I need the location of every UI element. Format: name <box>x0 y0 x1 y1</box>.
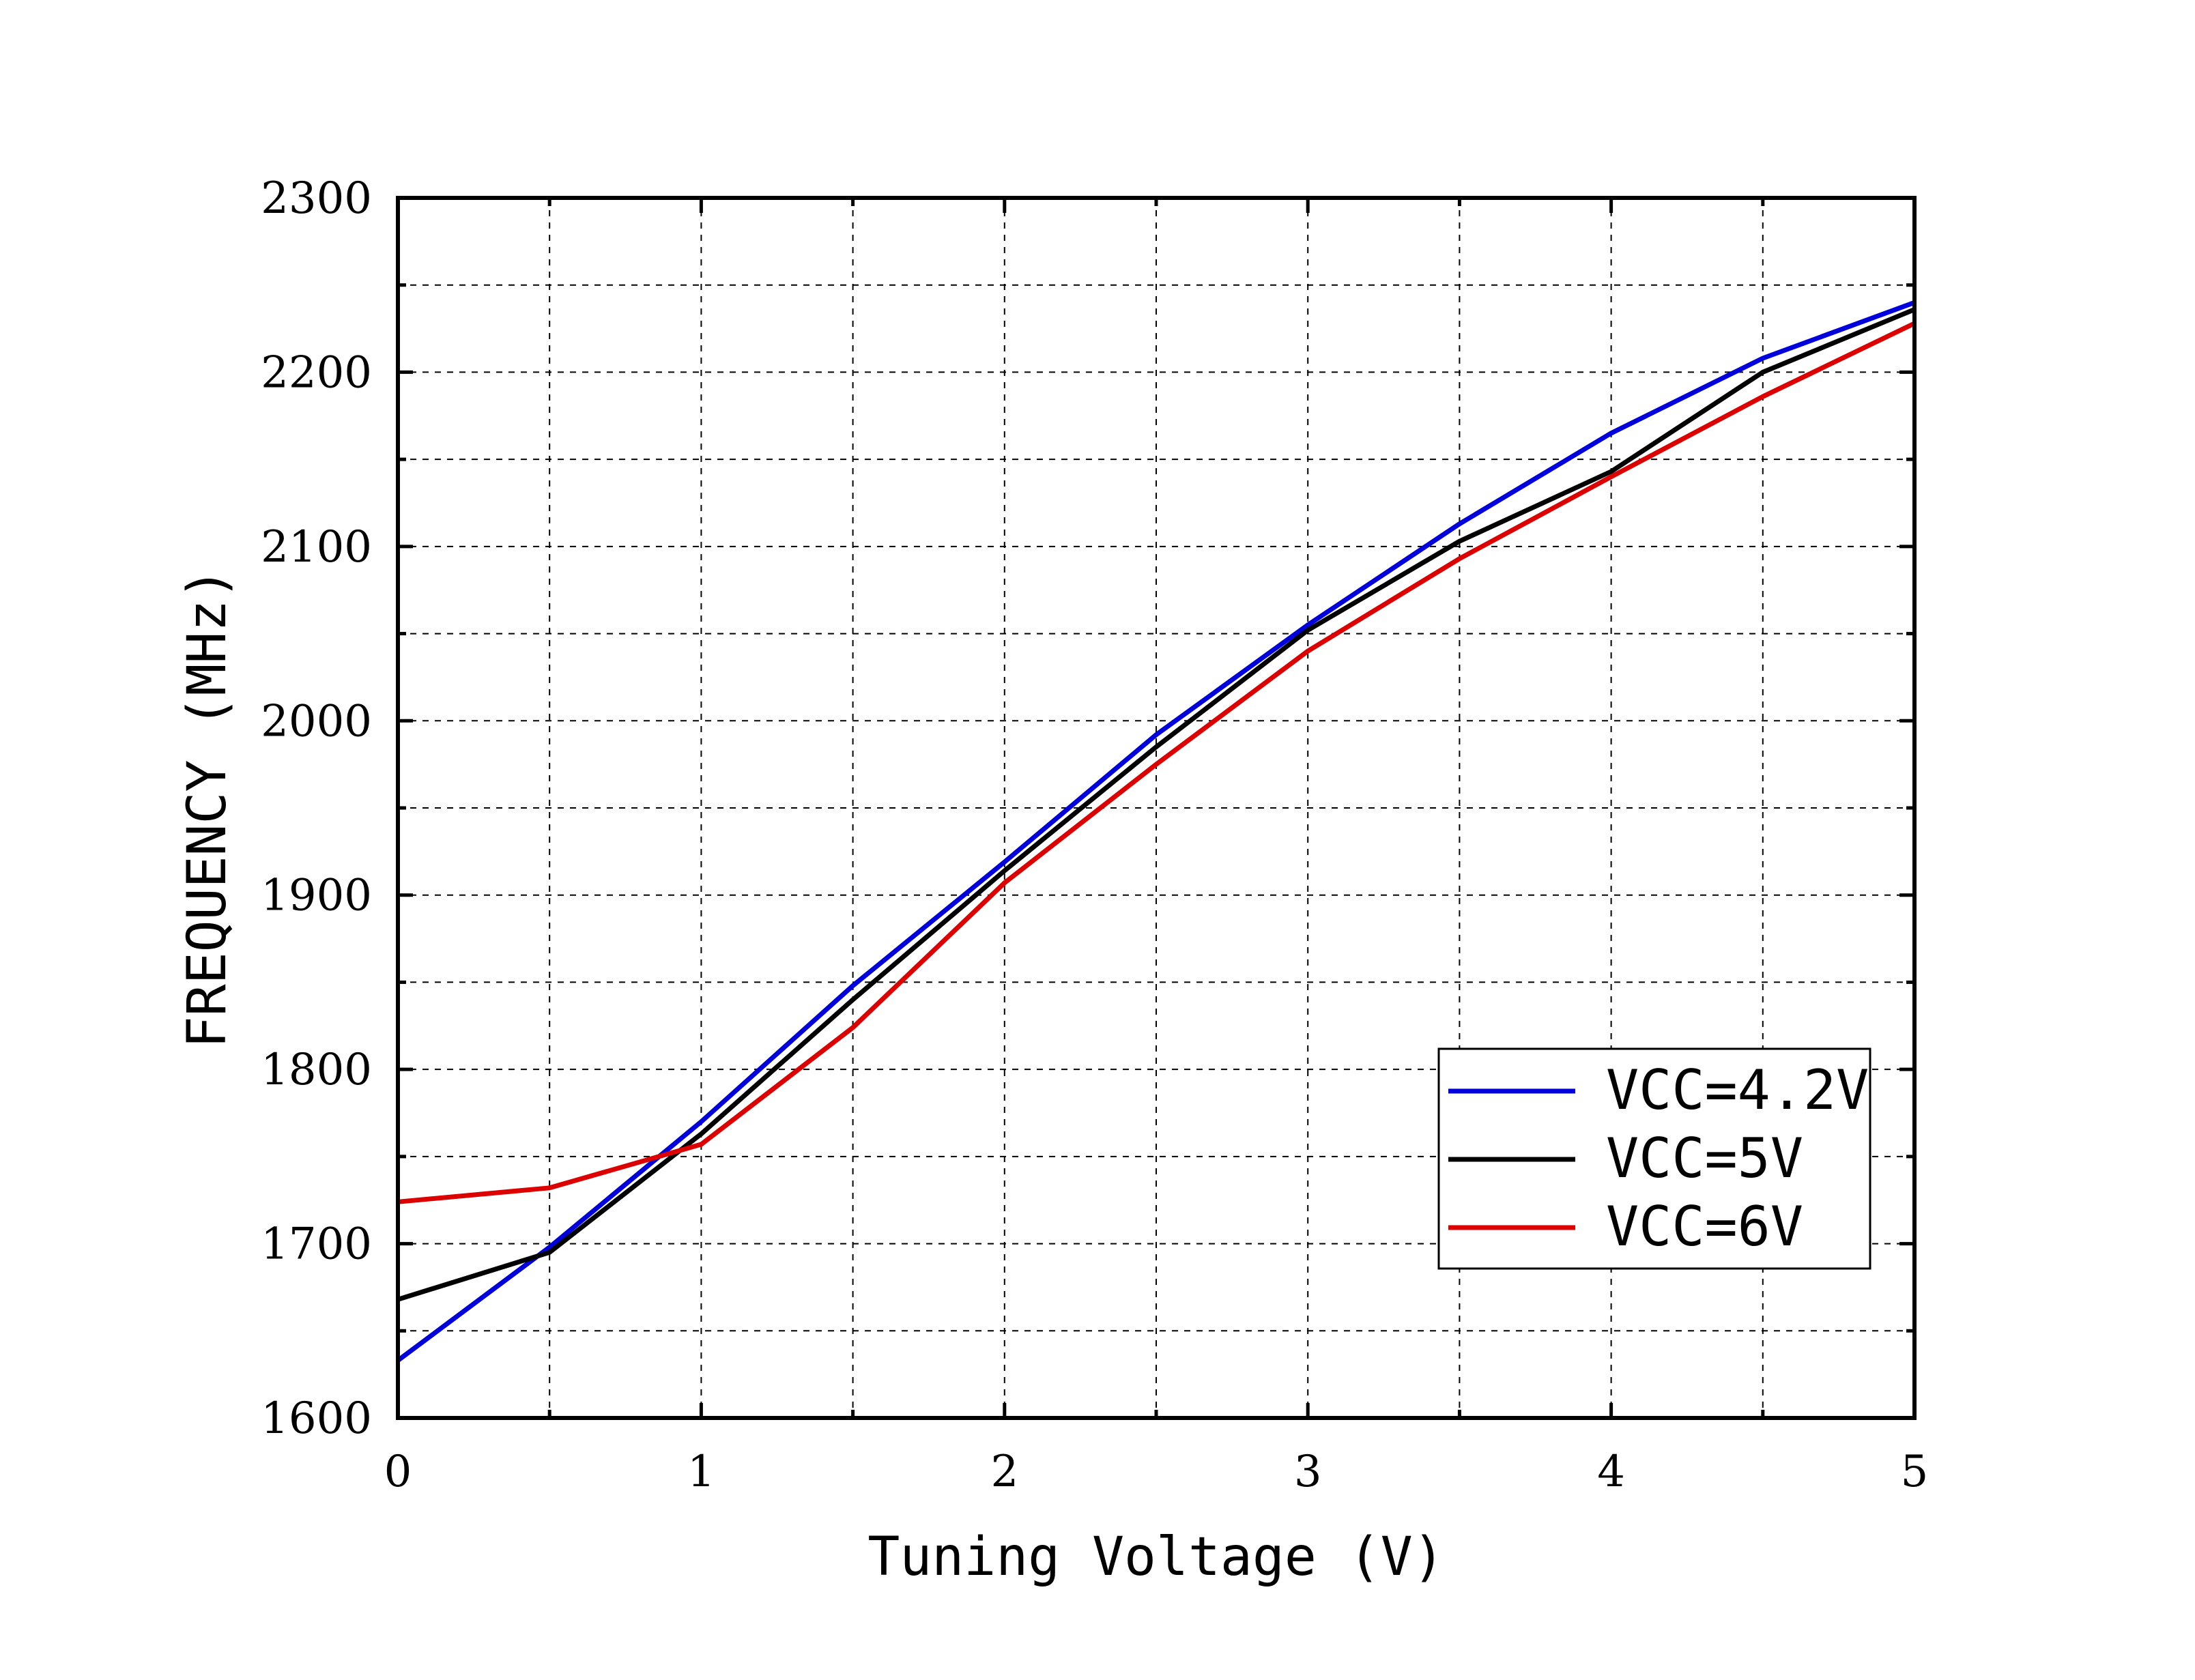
legend-label-vcc-6v: VCC=6V <box>1606 1195 1803 1258</box>
series-lines <box>396 300 1916 1363</box>
series-line-vcc-4-2v <box>396 300 1916 1363</box>
x-tick-label: 1 <box>687 1447 715 1497</box>
x-tick-labels: 0 1 2 3 4 5 <box>384 1447 1929 1497</box>
legend-label-vcc-4-2v: VCC=4.2V <box>1606 1058 1869 1122</box>
series-line-vcc-5v <box>397 307 1916 1302</box>
y-tick-label: 1600 <box>261 1393 372 1444</box>
series-line-vcc-6v <box>397 321 1916 1204</box>
x-tick-label: 3 <box>1294 1447 1322 1497</box>
y-tick-label: 2100 <box>261 522 372 573</box>
x-axis-title: Tuning Voltage (V) <box>867 1526 1444 1588</box>
y-tick-label: 1900 <box>261 871 372 921</box>
y-tick-label: 1800 <box>261 1045 372 1095</box>
y-tick-label: 2200 <box>261 347 372 398</box>
axis-ticks <box>396 196 1917 1420</box>
x-tick-label: 2 <box>990 1447 1018 1497</box>
y-axis-title: FREQUENCY (MHz) <box>177 568 238 1048</box>
y-tick-label: 2000 <box>261 696 372 747</box>
y-tick-labels: 1600 1700 1800 1900 2000 2100 2200 2300 <box>261 173 372 1444</box>
x-tick-label: 5 <box>1901 1447 1929 1497</box>
x-tick-label: 0 <box>384 1447 412 1497</box>
legend-label-vcc-5v: VCC=5V <box>1606 1127 1803 1190</box>
y-tick-label: 1700 <box>261 1219 372 1270</box>
x-tick-label: 4 <box>1597 1447 1625 1497</box>
y-tick-label: 2300 <box>261 173 372 224</box>
